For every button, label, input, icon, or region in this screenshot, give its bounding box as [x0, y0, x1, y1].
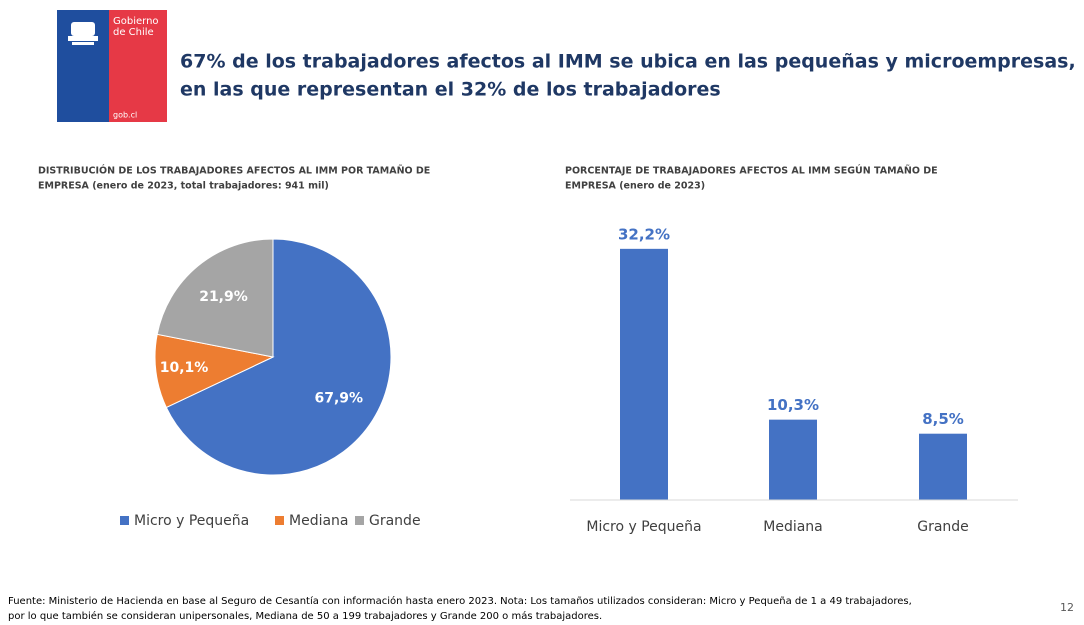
pie-slice [154, 333, 275, 409]
logo-text: de Chile [113, 27, 154, 38]
page-number: 12 [1060, 601, 1074, 614]
chart-title: EMPRESA (enero de 2023) [565, 181, 705, 192]
chart-title: DISTRIBUCIÓN DE LOS TRABAJADORES AFECTOS… [38, 165, 430, 177]
logo-text: Gobierno [113, 16, 159, 27]
data-label: 67,9% [315, 391, 364, 407]
x-tick-label: Mediana [763, 519, 823, 535]
data-label: 10,3% [767, 396, 819, 414]
legend-label: Grande [369, 513, 421, 529]
chart-title: EMPRESA (enero de 2023, total trabajador… [38, 181, 329, 192]
bar [769, 419, 817, 500]
footnote: Fuente: Ministerio de Hacienda en base a… [8, 595, 912, 607]
legend-swatch [275, 516, 284, 525]
data-label: 32,2% [618, 225, 670, 243]
data-label: 21,9% [199, 289, 248, 305]
pie-slice [165, 238, 392, 476]
footnote: por lo que también se consideran unipers… [8, 610, 602, 622]
logo-crest [68, 22, 98, 45]
slide-title: 67% de los trabajadores afectos al IMM s… [180, 51, 1076, 73]
slide-title: en las que representan el 32% de los tra… [180, 79, 721, 101]
legend-swatch [120, 516, 129, 525]
pie-slice [156, 238, 274, 358]
bar [620, 248, 668, 500]
x-tick-label: Grande [917, 519, 969, 535]
logo-red [109, 10, 167, 122]
bar [919, 433, 967, 500]
x-tick-label: Micro y Pequeña [586, 519, 701, 535]
data-label: 8,5% [922, 410, 964, 428]
logo-url: gob.cl [113, 111, 137, 120]
legend-swatch [355, 516, 364, 525]
legend-label: Mediana [289, 513, 349, 529]
legend-label: Micro y Pequeña [134, 513, 249, 529]
data-label: 10,1% [160, 360, 209, 376]
chart-title: PORCENTAJE DE TRABAJADORES AFECTOS AL IM… [565, 165, 938, 177]
